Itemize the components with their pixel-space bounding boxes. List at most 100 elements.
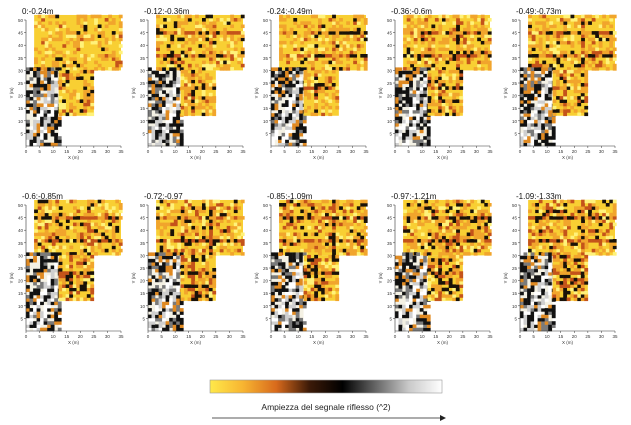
x-tick-label: 0 (147, 334, 150, 339)
y-tick-label: 45 (140, 216, 146, 221)
y-tick-label: 25 (387, 266, 393, 271)
x-tick-label: 0 (394, 334, 397, 339)
x-tick-label: 5 (38, 334, 41, 339)
x-tick-label: 20 (323, 334, 329, 339)
y-tick-label: 45 (512, 216, 518, 221)
x-tick-label: 5 (38, 149, 41, 154)
y-tick-label: 5 (142, 131, 145, 136)
x-tick-label: 30 (474, 149, 480, 154)
y-tick-label: 50 (263, 203, 269, 208)
y-tick-label: 30 (140, 68, 146, 73)
x-tick-label: 35 (612, 149, 618, 154)
y-tick-label: 35 (263, 56, 269, 61)
panel-title: -0.36:-0.6m (391, 7, 432, 16)
y-tick-label: 50 (387, 18, 393, 23)
y-tick-label: 20 (140, 279, 146, 284)
x-tick-label: 20 (572, 149, 578, 154)
y-tick-label: 50 (140, 18, 146, 23)
x-tick-label: 15 (558, 149, 564, 154)
y-tick-label: 50 (263, 18, 269, 23)
panel-9: -0.97:-1.21m 5 10 15 20 25 30 35 40 45 50 0 5 10 15 20 2… (378, 192, 493, 345)
y-axis-label: Y (m) (254, 87, 259, 98)
x-axis-label: X (m) (68, 155, 79, 160)
x-tick-label: 20 (323, 149, 329, 154)
panel-title: -0.72:-0.97 (144, 192, 183, 201)
y-tick-label: 10 (140, 304, 146, 309)
y-tick-label: 15 (512, 291, 518, 296)
x-tick-label: 25 (585, 149, 591, 154)
x-tick-label: 5 (407, 334, 410, 339)
y-tick-label: 40 (512, 43, 518, 48)
x-tick-label: 0 (270, 334, 273, 339)
y-tick-label: 35 (387, 56, 393, 61)
x-tick-label: 35 (118, 149, 124, 154)
x-tick-label: 20 (447, 334, 453, 339)
y-tick-label: 45 (263, 31, 269, 36)
y-axis-label: Y (m) (503, 272, 508, 283)
panel-4: -0.36:-0.6m 5 10 15 20 25 30 35 40 45 50 0 5 10 15 20 25… (378, 7, 493, 160)
x-tick-label: 35 (363, 149, 369, 154)
x-tick-label: 10 (545, 334, 551, 339)
y-tick-label: 30 (263, 68, 269, 73)
x-tick-label: 5 (283, 334, 286, 339)
y-tick-label: 40 (18, 228, 24, 233)
y-axis-label: Y (m) (9, 272, 14, 283)
y-tick-label: 50 (18, 203, 24, 208)
colorbar-label: Ampiezza del segnale riflesso (^2) (261, 402, 390, 412)
y-tick-label: 5 (389, 316, 392, 321)
x-tick-label: 25 (213, 334, 219, 339)
x-tick-label: 15 (64, 334, 70, 339)
x-tick-label: 20 (78, 334, 84, 339)
x-tick-label: 30 (105, 334, 111, 339)
x-tick-label: 0 (270, 149, 273, 154)
x-tick-label: 5 (160, 334, 163, 339)
y-tick-label: 35 (512, 241, 518, 246)
y-axis-label: Y (m) (131, 87, 136, 98)
x-tick-label: 25 (91, 334, 97, 339)
y-tick-label: 5 (142, 316, 145, 321)
x-tick-label: 35 (240, 149, 246, 154)
y-tick-label: 50 (512, 18, 518, 23)
y-tick-label: 15 (18, 106, 24, 111)
y-tick-label: 35 (387, 241, 393, 246)
x-tick-label: 10 (420, 149, 426, 154)
y-tick-label: 20 (512, 279, 518, 284)
y-tick-label: 40 (263, 43, 269, 48)
panel-title: -0.24:-0.49m (267, 7, 313, 16)
y-tick-label: 40 (387, 228, 393, 233)
x-axis-label: X (m) (562, 155, 573, 160)
colorbar: Ampiezza del segnale riflesso (^2) (209, 379, 446, 421)
x-axis-label: X (m) (190, 340, 201, 345)
panel-title: -0.6:-0.85m (22, 192, 63, 201)
x-tick-label: 20 (447, 149, 453, 154)
x-tick-label: 10 (296, 149, 302, 154)
y-tick-label: 25 (140, 266, 146, 271)
y-tick-label: 45 (512, 31, 518, 36)
y-tick-label: 10 (140, 119, 146, 124)
y-tick-label: 50 (512, 203, 518, 208)
y-tick-label: 5 (20, 131, 23, 136)
x-tick-label: 10 (545, 149, 551, 154)
y-axis-label: Y (m) (131, 272, 136, 283)
panel-5: -0.49:-0.73m 5 10 15 20 25 30 35 40 45 50 0 5 10 15 20 2… (503, 7, 618, 160)
y-tick-label: 10 (512, 119, 518, 124)
x-axis-label: X (m) (68, 340, 79, 345)
panel-10: -1.09:-1.33m 5 10 15 20 25 30 35 40 45 50 0 5 10 15 20 2… (503, 192, 618, 345)
x-tick-label: 20 (78, 149, 84, 154)
y-tick-label: 40 (18, 43, 24, 48)
y-tick-label: 40 (387, 43, 393, 48)
x-tick-label: 0 (519, 334, 522, 339)
y-tick-label: 5 (20, 316, 23, 321)
x-tick-label: 30 (599, 334, 605, 339)
y-tick-label: 10 (263, 119, 269, 124)
x-axis-label: X (m) (562, 340, 573, 345)
y-tick-label: 35 (18, 241, 24, 246)
y-tick-label: 40 (140, 228, 146, 233)
panel-title: -0.12:-0.36m (144, 7, 190, 16)
x-tick-label: 0 (147, 149, 150, 154)
y-tick-label: 30 (387, 68, 393, 73)
x-tick-label: 35 (118, 334, 124, 339)
y-tick-label: 5 (514, 131, 517, 136)
x-tick-label: 20 (200, 334, 206, 339)
y-tick-label: 20 (512, 94, 518, 99)
